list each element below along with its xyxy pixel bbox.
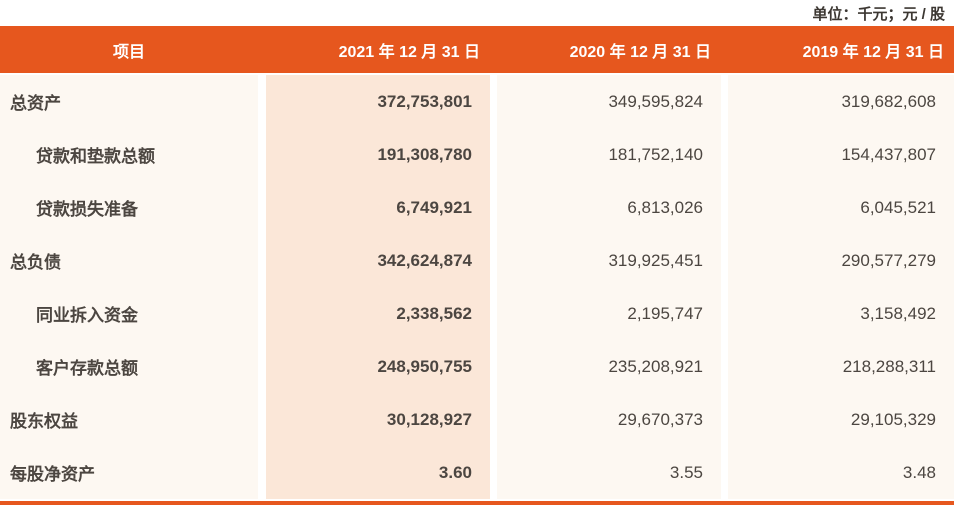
row-label: 客户存款总额 bbox=[0, 340, 258, 393]
column-gutter bbox=[258, 181, 266, 234]
cell-value-2021: 248,950,755 bbox=[266, 340, 490, 393]
row-label: 贷款和垫款总额 bbox=[0, 128, 258, 181]
row-label: 总资产 bbox=[0, 75, 258, 128]
row-label: 贷款损失准备 bbox=[0, 181, 258, 234]
column-gutter bbox=[490, 234, 497, 287]
bottom-accent-rule bbox=[0, 501, 954, 505]
table-row: 贷款损失准备 6,749,921 6,813,026 6,045,521 bbox=[0, 181, 954, 234]
column-gutter bbox=[721, 234, 728, 287]
cell-value-2020: 235,208,921 bbox=[497, 340, 721, 393]
cell-value-2020: 181,752,140 bbox=[497, 128, 721, 181]
column-gutter bbox=[721, 393, 728, 446]
cell-value-2019: 3.48 bbox=[728, 446, 954, 499]
column-gutter bbox=[258, 340, 266, 393]
table-row: 每股净资产 3.60 3.55 3.48 bbox=[0, 446, 954, 499]
cell-value-2021: 30,128,927 bbox=[266, 393, 490, 446]
header-2019: 2019 年 12 月 31 日 bbox=[802, 43, 944, 61]
column-gutter bbox=[490, 181, 497, 234]
cell-value-2020: 3.55 bbox=[497, 446, 721, 499]
column-gutter bbox=[490, 340, 497, 393]
cell-value-2019: 154,437,807 bbox=[728, 128, 954, 181]
cell-value-2021: 342,624,874 bbox=[266, 234, 490, 287]
cell-value-2019: 6,045,521 bbox=[728, 181, 954, 234]
column-gutter bbox=[721, 340, 728, 393]
unit-note: 单位：千元；元 / 股 bbox=[812, 6, 945, 23]
cell-value-2019: 218,288,311 bbox=[728, 340, 954, 393]
column-gutter bbox=[721, 181, 728, 234]
cell-value-2021: 372,753,801 bbox=[266, 75, 490, 128]
cell-value-2019: 290,577,279 bbox=[728, 234, 954, 287]
cell-value-2021: 191,308,780 bbox=[266, 128, 490, 181]
cell-value-2021: 2,338,562 bbox=[266, 287, 490, 340]
column-gutter bbox=[490, 128, 497, 181]
cell-value-2021: 3.60 bbox=[266, 446, 490, 499]
table-row: 客户存款总额 248,950,755 235,208,921 218,288,3… bbox=[0, 340, 954, 393]
column-gutter bbox=[258, 75, 266, 128]
cell-value-2019: 3,158,492 bbox=[728, 287, 954, 340]
column-gutter bbox=[490, 393, 497, 446]
table-row: 股东权益 30,128,927 29,670,373 29,105,329 bbox=[0, 393, 954, 446]
row-label: 股东权益 bbox=[0, 393, 258, 446]
header-2021: 2021 年 12 月 31 日 bbox=[338, 43, 480, 61]
table-row: 同业拆入资金 2,338,562 2,195,747 3,158,492 bbox=[0, 287, 954, 340]
cell-value-2020: 6,813,026 bbox=[497, 181, 721, 234]
column-gutter bbox=[258, 287, 266, 340]
table-body: 总资产 372,753,801 349,595,824 319,682,608 … bbox=[0, 75, 954, 499]
column-gutter bbox=[490, 26, 497, 73]
column-gutter bbox=[721, 128, 728, 181]
cell-value-2019: 319,682,608 bbox=[728, 75, 954, 128]
cell-value-2020: 349,595,824 bbox=[497, 75, 721, 128]
column-gutter bbox=[490, 287, 497, 340]
column-gutter bbox=[721, 75, 728, 128]
header-item-column: 项目 bbox=[112, 43, 145, 61]
row-label: 总负债 bbox=[0, 234, 258, 287]
column-gutter bbox=[721, 287, 728, 340]
column-gutter bbox=[258, 446, 266, 499]
column-gutter bbox=[258, 128, 266, 181]
column-gutter bbox=[258, 234, 266, 287]
column-gutter bbox=[721, 26, 728, 73]
cell-value-2019: 29,105,329 bbox=[728, 393, 954, 446]
column-gutter bbox=[721, 446, 728, 499]
column-gutter bbox=[258, 393, 266, 446]
cell-value-2020: 2,195,747 bbox=[497, 287, 721, 340]
table-row: 总资产 372,753,801 349,595,824 319,682,608 bbox=[0, 75, 954, 128]
column-gutter bbox=[490, 446, 497, 499]
row-label: 同业拆入资金 bbox=[0, 287, 258, 340]
column-gutter bbox=[490, 75, 497, 128]
cell-value-2021: 6,749,921 bbox=[266, 181, 490, 234]
column-gutter bbox=[258, 26, 266, 73]
table-row: 贷款和垫款总额 191,308,780 181,752,140 154,437,… bbox=[0, 128, 954, 181]
table-row: 总负债 342,624,874 319,925,451 290,577,279 bbox=[0, 234, 954, 287]
header-2020: 2020 年 12 月 31 日 bbox=[569, 43, 711, 61]
row-label: 每股净资产 bbox=[0, 446, 258, 499]
cell-value-2020: 319,925,451 bbox=[497, 234, 721, 287]
table-header-row: 项目 2021 年 12 月 31 日 2020 年 12 月 31 日 201… bbox=[0, 26, 954, 73]
cell-value-2020: 29,670,373 bbox=[497, 393, 721, 446]
